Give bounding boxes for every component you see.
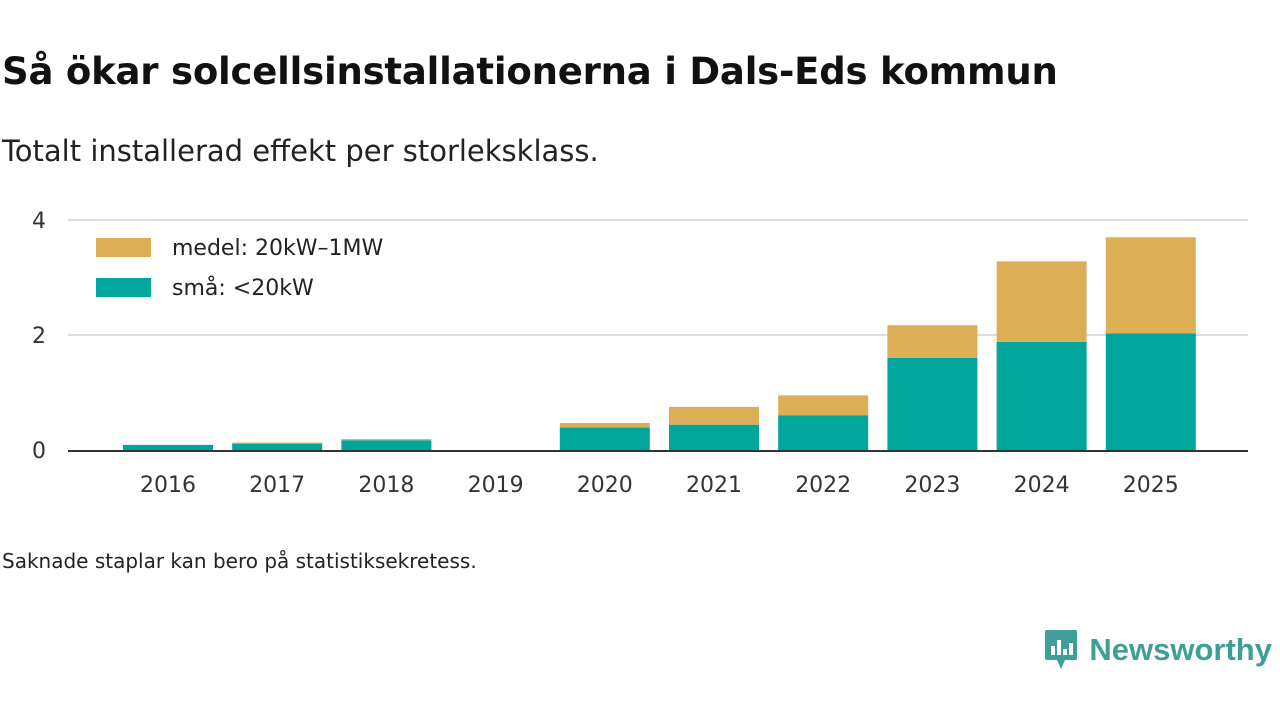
x-tick-label: 2021: [686, 473, 742, 498]
bar-medium-2018: [341, 439, 432, 441]
legend-swatch: [96, 278, 151, 297]
legend-swatch: [96, 238, 151, 257]
chart-title: Så ökar solcellsinstallationerna i Dals-…: [2, 50, 1058, 93]
x-tick-label: 2018: [358, 473, 414, 498]
y-tick-label: 2: [32, 324, 46, 349]
bar-medium-2021: [669, 406, 759, 425]
bar-small-2020: [559, 427, 650, 450]
bar-small-2025: [1105, 333, 1196, 450]
x-tick-label: 2023: [904, 473, 960, 498]
bar-medium-2023: [887, 325, 978, 358]
bar-small-2018: [341, 440, 432, 450]
footnote: Saknade staplar kan bero på statistiksek…: [2, 549, 477, 573]
newsworthy-logo-icon: [1045, 630, 1078, 669]
bar-small-2023: [887, 358, 978, 450]
legend-label: små: <20kW: [172, 275, 314, 301]
bar-small-2017: [232, 443, 323, 450]
bar-small-2016: [123, 444, 213, 450]
bar-medium-2024: [996, 261, 1087, 342]
bar-medium-2022: [778, 395, 869, 416]
x-tick-label: 2022: [795, 473, 851, 498]
y-tick-label: 4: [32, 209, 46, 234]
legend-label: medel: 20kW–1MW: [172, 236, 383, 261]
x-tick-label: 2020: [577, 473, 633, 498]
bar-small-2024: [996, 341, 1087, 450]
x-tick-label: 2016: [140, 473, 196, 498]
bar-medium-2025: [1105, 237, 1196, 334]
x-tick-label: 2025: [1123, 473, 1179, 498]
stacked-bar-chart: 0 2 4 2016 2017 2018 2019 2020 2021 2022 2023 2024 2…: [32, 209, 1248, 498]
y-tick-label: 0: [32, 439, 46, 464]
bar-medium-2017: [232, 442, 323, 444]
brand-name: Newsworthy: [1089, 632, 1272, 667]
brand-logo: Newsworthy: [1043, 628, 1272, 672]
x-tick-label: 2017: [249, 473, 305, 498]
bar-small-2022: [778, 415, 869, 450]
chart-subtitle: Totalt installerad effekt per storlekskl…: [2, 134, 599, 168]
bar-medium-2020: [559, 422, 650, 428]
x-tick-label: 2019: [468, 473, 524, 498]
bar-small-2021: [669, 424, 759, 450]
x-tick-label: 2024: [1014, 473, 1070, 498]
